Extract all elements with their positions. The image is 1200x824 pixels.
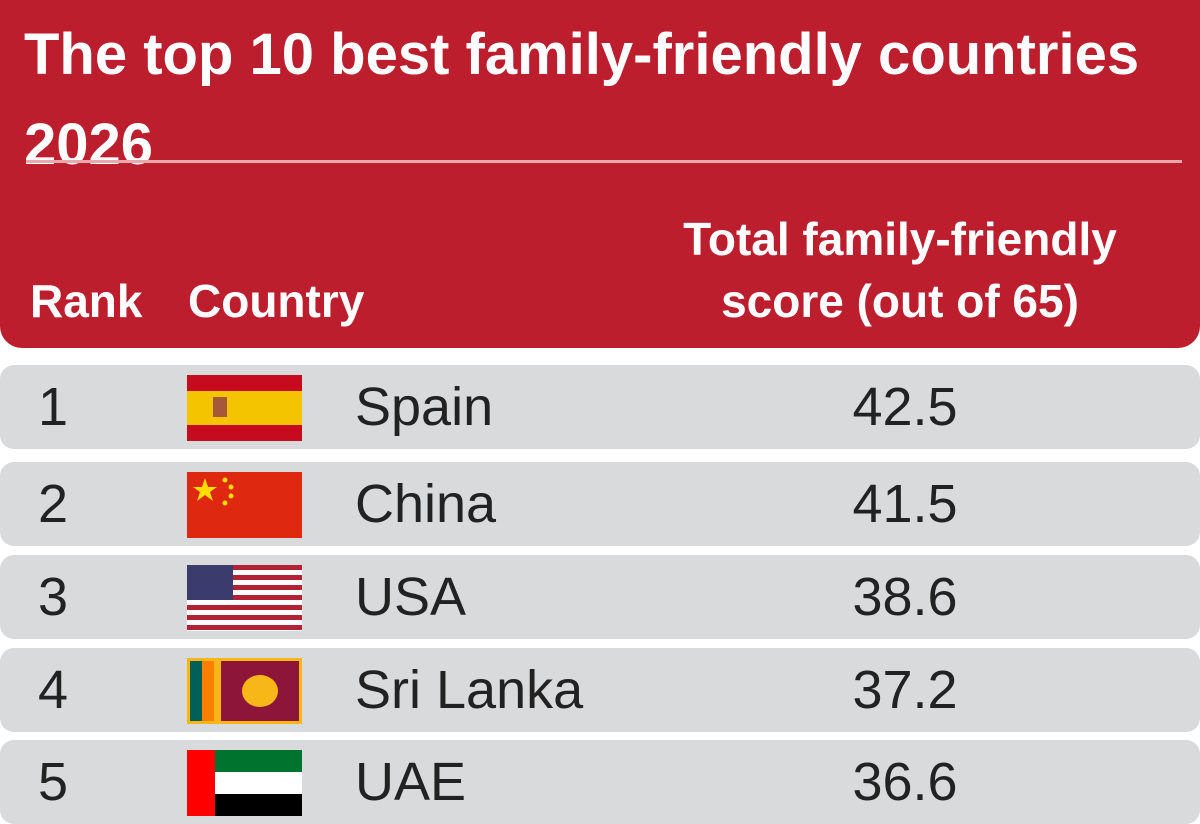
flag (187, 565, 302, 631)
table-row: 1 Spain 42.5 (0, 365, 1200, 449)
header: The top 10 best family-friendly countrie… (0, 0, 1200, 348)
table-row: 2 China 41.5 (0, 462, 1200, 546)
score: 42.5 (852, 377, 958, 437)
table-row: 5 UAE 36.6 (0, 740, 1200, 824)
column-header: Total family-friendly score (out of 65) (683, 213, 1117, 327)
column-header: Rank (30, 275, 143, 327)
table-row: 3 USA 38.6 (0, 555, 1200, 639)
country: Sri Lanka (355, 660, 584, 720)
flag (187, 750, 302, 816)
divider (26, 160, 1182, 163)
score: 36.6 (852, 752, 958, 812)
title: The top 10 best family-friendly countrie… (24, 22, 1140, 177)
column-header: Country (188, 275, 365, 327)
rank: 4 (38, 660, 69, 720)
rank: 3 (38, 567, 69, 627)
rank: 5 (38, 752, 69, 812)
rank: 1 (38, 377, 69, 437)
rank: 2 (38, 474, 69, 534)
score: 38.6 (852, 567, 958, 627)
flag (187, 472, 302, 538)
table-row: 4 Sri Lanka 37.2 (0, 648, 1200, 732)
country: Spain (355, 377, 494, 437)
score: 37.2 (852, 660, 958, 720)
country: China (355, 474, 497, 534)
country: USA (355, 567, 467, 627)
country: UAE (355, 752, 467, 812)
flag (187, 375, 302, 441)
flag (187, 658, 302, 724)
score: 41.5 (852, 474, 958, 534)
